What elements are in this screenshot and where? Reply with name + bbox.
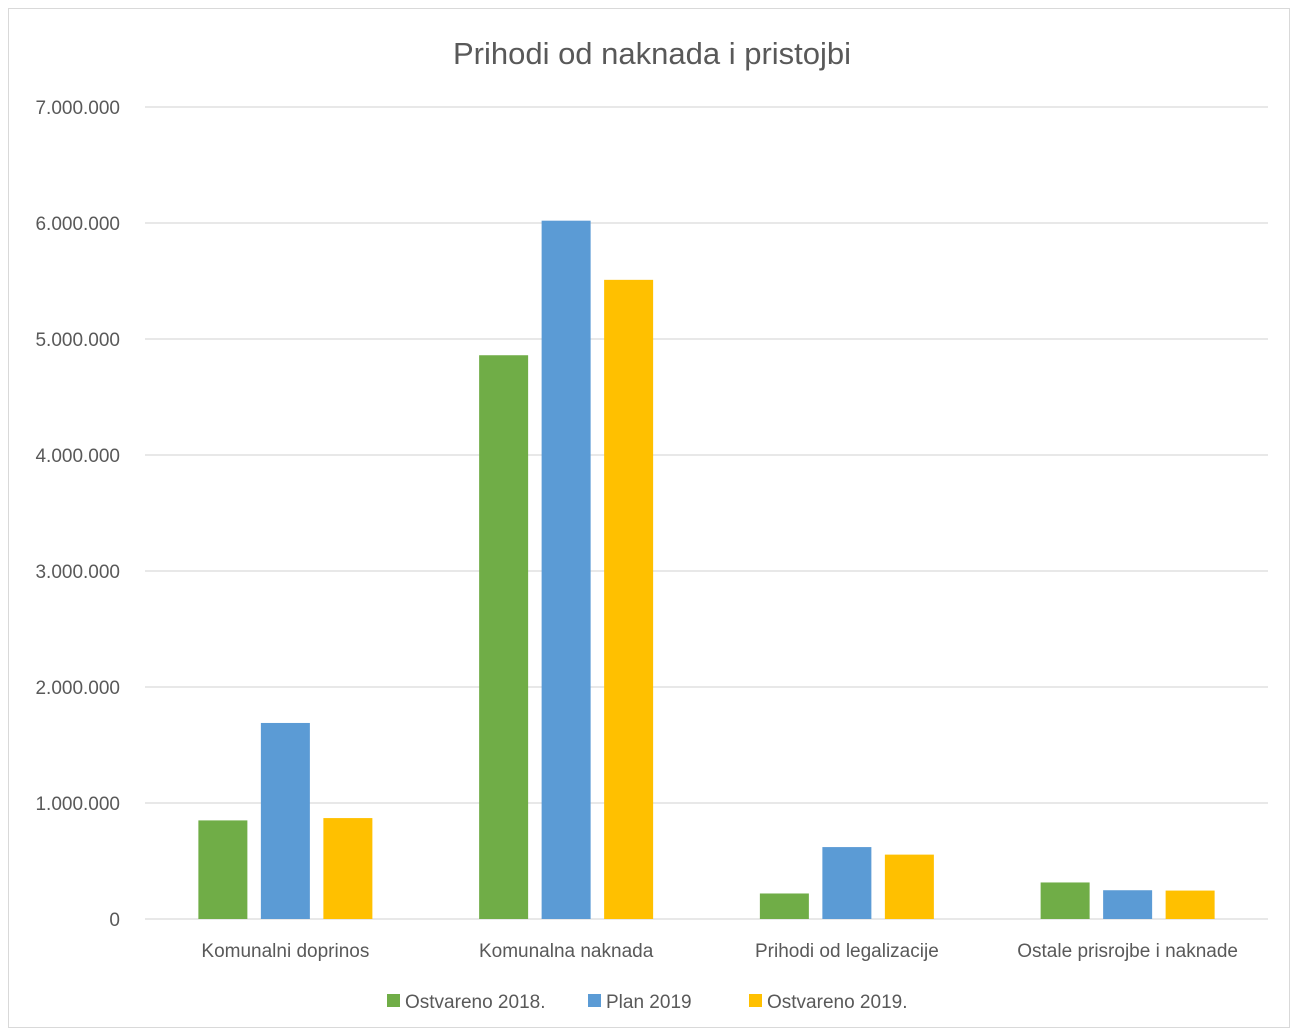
bar-1-0 [479, 355, 529, 919]
x-category-label: Komunalna naknada [479, 941, 654, 962]
y-tick-label: 7.000.000 [35, 98, 120, 119]
bar-0-1 [260, 722, 310, 919]
legend: Ostvareno 2018. Plan 2019 Ostvareno 2019. [387, 992, 907, 1013]
y-tick-label: 0 [109, 910, 120, 931]
legend-swatch [387, 994, 400, 1007]
bar-2-1 [822, 847, 872, 919]
bar-0-2 [323, 818, 373, 919]
bar-3-2 [1165, 890, 1215, 919]
x-category-label: Komunalni doprinos [201, 941, 369, 962]
y-tick-label: 6.000.000 [35, 214, 120, 235]
bar-0-0 [198, 820, 248, 919]
x-category-label: Ostale prisrojbe i naknade [1017, 941, 1238, 962]
chart-title: Prihodi od naknada i pristojbi [453, 36, 851, 71]
bar-1-2 [604, 279, 654, 920]
gridlines [145, 106, 1268, 920]
y-tick-label: 4.000.000 [35, 446, 120, 467]
y-axis-ticks: 0 1.000.000 2.000.000 3.000.000 4.000.000 5.0… [35, 98, 120, 931]
bar-3-0 [1040, 882, 1090, 919]
legend-swatch [588, 994, 601, 1007]
bar-2-0 [759, 893, 809, 919]
legend-label: Ostvareno 2018. [405, 992, 545, 1013]
legend-swatch [749, 994, 762, 1007]
bar-3-1 [1103, 890, 1153, 919]
y-tick-label: 1.000.000 [35, 794, 120, 815]
y-tick-label: 2.000.000 [35, 678, 120, 699]
legend-label: Plan 2019 [606, 992, 692, 1013]
bars [198, 220, 1215, 920]
x-category-label: Prihodi od legalizacije [755, 941, 939, 962]
y-tick-label: 3.000.000 [35, 562, 120, 583]
bar-2-2 [884, 854, 934, 919]
y-tick-label: 5.000.000 [35, 330, 120, 351]
bar-1-1 [541, 220, 591, 919]
legend-label: Ostvareno 2019. [767, 992, 907, 1013]
x-axis-categories: Komunalni doprinos Komunalna naknada Priho… [201, 941, 1238, 962]
chart-frame [8, 8, 1290, 1028]
